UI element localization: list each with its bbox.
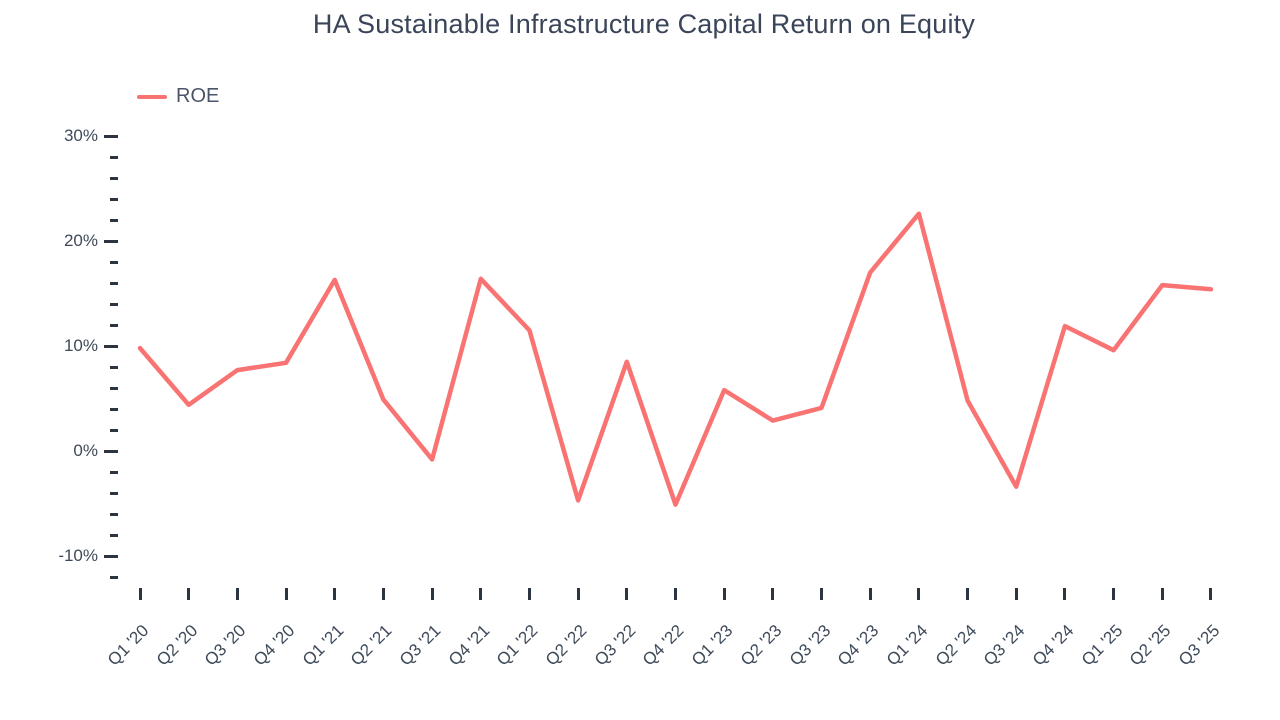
y-axis-tick: [110, 302, 118, 306]
x-axis-tick: [966, 588, 970, 600]
roe-series-swatch-icon: [137, 94, 167, 99]
x-axis-tick: [1160, 588, 1164, 600]
x-axis-tick: [430, 588, 434, 600]
x-axis-tick: [673, 588, 677, 600]
x-axis-tick: [868, 588, 872, 600]
x-axis-tick: [1209, 588, 1213, 600]
y-axis-tick: [110, 407, 118, 411]
chart-title: HA Sustainable Infrastructure Capital Re…: [312, 9, 976, 39]
y-axis-label: 20%: [63, 231, 98, 250]
y-axis-tick: [110, 218, 118, 222]
x-axis-tick: [479, 588, 483, 600]
y-axis-label: 30%: [63, 126, 98, 145]
y-axis-tick: [104, 344, 118, 348]
x-axis-tick: [722, 588, 726, 600]
x-axis-tick: [625, 588, 629, 600]
y-axis-tick: [110, 155, 118, 159]
y-axis-tick: [110, 281, 118, 285]
y-axis-tick: [110, 512, 118, 516]
y-axis-tick: [110, 386, 118, 390]
x-axis-tick: [917, 588, 921, 600]
y-axis-tick: [104, 554, 118, 558]
x-axis-tick: [527, 588, 531, 600]
x-axis-tick: [381, 588, 385, 600]
y-axis-tick: [110, 323, 118, 327]
y-axis-tick: [110, 176, 118, 180]
y-axis-tick: [110, 470, 118, 474]
legend-item-roe[interactable]: ROE: [137, 85, 219, 108]
y-axis-tick: [110, 365, 118, 369]
x-axis-tick: [1063, 588, 1067, 600]
y-axis-label: 0%: [73, 441, 98, 460]
y-axis-tick: [104, 239, 118, 243]
y-axis-tick: [110, 197, 118, 201]
x-axis-tick: [1014, 588, 1018, 600]
y-axis-label: 10%: [63, 336, 98, 355]
legend-label: ROE: [176, 85, 220, 107]
x-axis-tick: [820, 588, 824, 600]
x-axis-tick: [576, 588, 580, 600]
x-axis-tick: [1112, 588, 1116, 600]
x-axis-tick: [284, 588, 288, 600]
roe-line-series: [137, 211, 1214, 507]
x-axis-tick: [235, 588, 239, 600]
y-axis-tick: [110, 491, 118, 495]
y-axis-label: -10%: [58, 546, 98, 565]
y-axis-tick: [104, 449, 118, 453]
x-axis-tick: [138, 588, 142, 600]
x-axis-tick: [771, 588, 775, 600]
y-axis-tick: [110, 260, 118, 264]
y-axis-tick: [110, 428, 118, 432]
x-axis-tick: [333, 588, 337, 600]
x-axis-tick: [187, 588, 191, 600]
y-axis-tick: [110, 533, 118, 537]
y-axis-tick: [104, 134, 118, 138]
y-axis-tick: [110, 575, 118, 579]
